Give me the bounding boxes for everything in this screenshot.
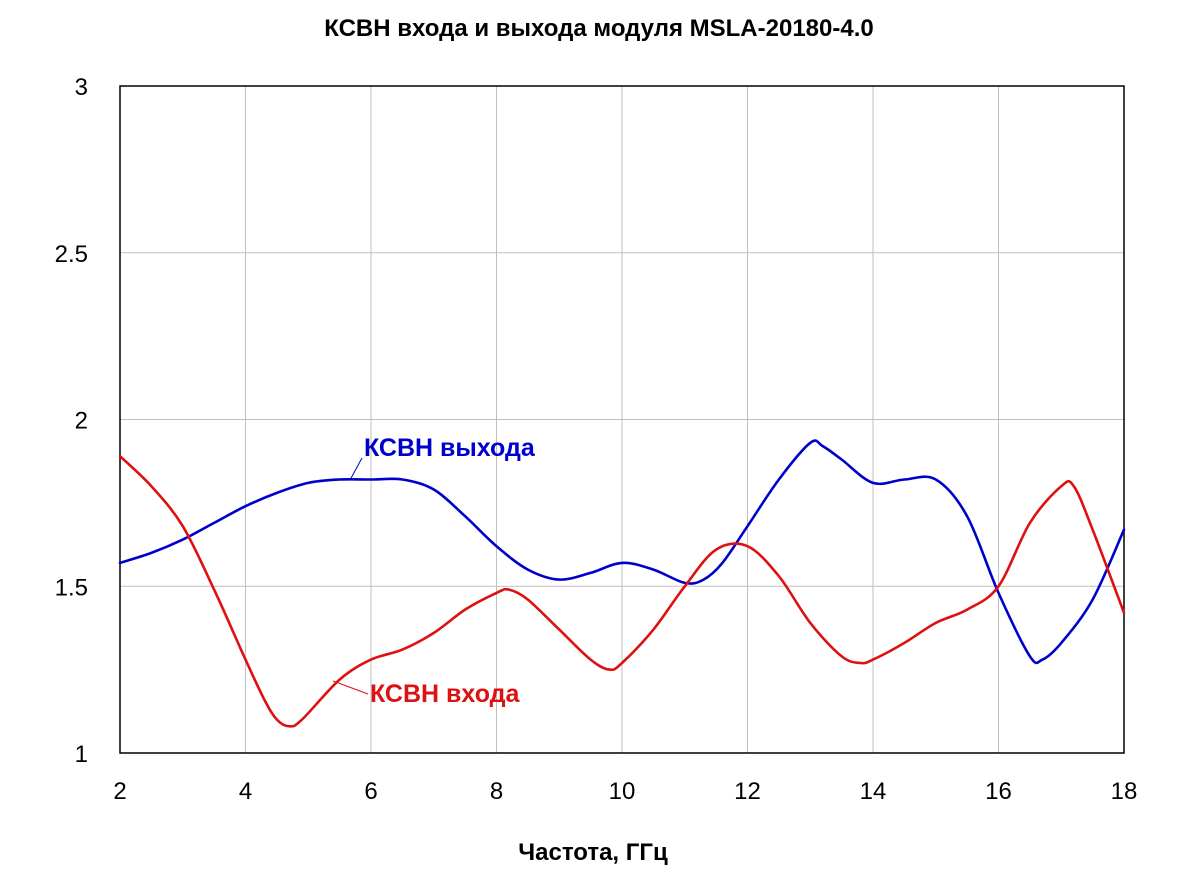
output-label: КСВН выхода — [364, 434, 536, 462]
x-tick-label: 4 — [239, 778, 252, 805]
tick-labels: 2 4 6 8 10 12 14 16 18 1 1.5 2 2.5 3 — [55, 74, 1138, 805]
x-tick-label: 8 — [490, 778, 503, 805]
x-tick-label: 10 — [609, 778, 636, 805]
x-axis-title: Частота, ГГц — [518, 839, 668, 866]
chart-title: КСВН входа и выхода модуля MSLA-20180-4.… — [324, 15, 873, 42]
x-tick-label: 18 — [1111, 778, 1138, 805]
annotation-group: КСВН выхода КСВН входа — [332, 434, 536, 708]
x-tick-label: 2 — [113, 778, 126, 805]
x-tick-label: 6 — [364, 778, 377, 805]
x-tick-label: 14 — [860, 778, 887, 805]
input-label: КСВН входа — [370, 680, 520, 708]
y-tick-label: 1.5 — [55, 574, 88, 601]
input-label-leader — [332, 680, 369, 695]
series-group — [118, 439, 1126, 728]
plot-area-frame — [119, 85, 1125, 754]
series-line-input — [118, 454, 1126, 728]
y-tick-label: 2.5 — [55, 241, 88, 268]
grid — [120, 86, 1124, 753]
y-tick-label: 1 — [75, 741, 88, 768]
x-tick-label: 12 — [734, 778, 761, 805]
y-tick-label: 3 — [75, 74, 88, 101]
series-line-output — [118, 439, 1126, 665]
output-label-leader — [349, 457, 363, 481]
x-tick-label: 16 — [985, 778, 1012, 805]
y-tick-label: 2 — [75, 408, 88, 435]
